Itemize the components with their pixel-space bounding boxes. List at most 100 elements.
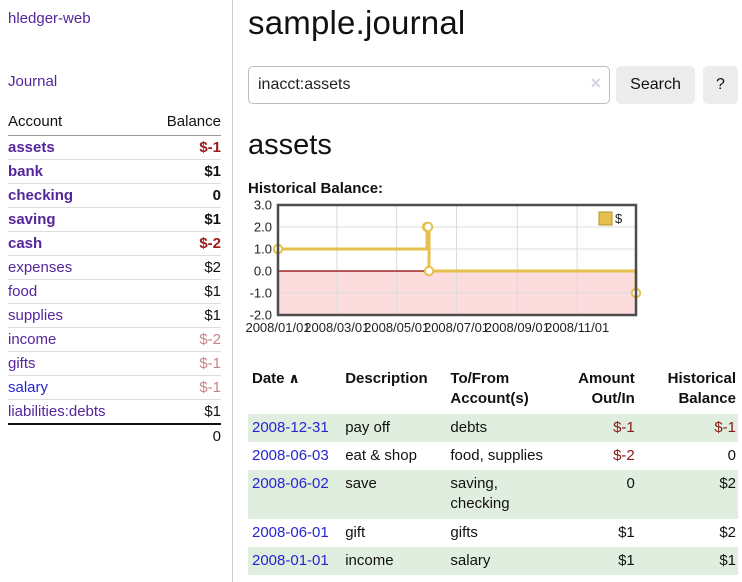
accounts-table-body: assets $-1 bank $1 checking 0 saving $1 cash $-2 e… (8, 135, 221, 425)
sidebar-account-row: assets $-1 (8, 135, 221, 160)
register-header-date[interactable]: Date ∧ (248, 367, 345, 414)
account-name-cell: bank (8, 159, 145, 184)
register-accounts-cell: saving, checking (450, 475, 510, 513)
svg-text:3.0: 3.0 (254, 200, 272, 213)
date-header-label: Date (252, 370, 285, 387)
account-balance: $1 (144, 303, 221, 328)
account-balance: $-1 (144, 135, 221, 160)
main-content: sample.journal × Search ? assets Histori… (233, 0, 742, 582)
transaction-date-link[interactable]: 2008-01-01 (252, 551, 329, 569)
register-description-cell: pay off (345, 418, 390, 436)
account-link[interactable]: expenses (8, 259, 73, 276)
account-link[interactable]: bank (8, 163, 44, 180)
app-brand-link[interactable]: hledger-web (8, 10, 91, 27)
page-title: sample.journal (248, 4, 466, 41)
account-link[interactable]: saving (8, 211, 56, 228)
chart-title: Historical Balance: (248, 180, 384, 197)
register-row: 2008-06-03 eat & shop food, supplies $-2 0 (248, 442, 738, 470)
sidebar-account-row: supplies $1 (8, 303, 221, 328)
account-link[interactable]: gifts (8, 355, 36, 372)
account-name-cell: income (8, 327, 145, 352)
account-link[interactable]: liabilities:debts (8, 403, 106, 420)
svg-text:2008/07/01: 2008/07/01 (424, 320, 489, 335)
register-amount-cell: $-1 (613, 418, 635, 436)
svg-text:2008/05/01: 2008/05/01 (364, 320, 429, 335)
account-name-cell: saving (8, 207, 145, 232)
account-link[interactable]: supplies (8, 307, 64, 324)
svg-text:-2.0: -2.0 (250, 308, 272, 323)
register-date-cell: 2008-01-01 (248, 547, 345, 575)
account-balance: $-2 (144, 327, 221, 352)
register-row: 2008-01-01 income salary $1 $1 (248, 546, 738, 575)
account-link[interactable]: assets (8, 139, 55, 156)
account-balance: $1 (144, 207, 221, 232)
svg-text:2008/09/01: 2008/09/01 (485, 320, 550, 335)
search-button[interactable]: Search (616, 66, 695, 104)
register-amount-cell: 0 (626, 475, 635, 492)
register-accounts-cell: debts (450, 418, 488, 436)
register-date-cell: 2008-12-31 (248, 414, 345, 442)
register-description-cell: gift (345, 523, 366, 541)
accounts-total-balance: 0 (144, 423, 221, 448)
account-name-cell: liabilities:debts (8, 399, 145, 425)
sidebar-account-row: cash $-2 (8, 231, 221, 256)
register-balance-cell: 0 (727, 446, 736, 464)
register-balance-cell: $-1 (714, 418, 736, 436)
account-balance: $1 (144, 159, 221, 184)
register-date-cell: 2008-06-02 (248, 470, 345, 519)
register-amount-cell: $1 (618, 551, 635, 569)
register-date-cell: 2008-06-01 (248, 519, 345, 547)
search-bar: × Search ? (248, 66, 738, 104)
accounts-header-balance: Balance (144, 111, 221, 136)
account-link[interactable]: income (8, 331, 57, 348)
account-balance: $2 (144, 255, 221, 280)
register-header-balance: Historical Balance (667, 370, 736, 408)
legend-label: $ (615, 211, 623, 226)
svg-text:2008/03/01: 2008/03/01 (304, 320, 369, 335)
transaction-date-link[interactable]: 2008-06-02 (252, 475, 329, 492)
sidebar-account-row: liabilities:debts $1 (8, 399, 221, 425)
sidebar-account-row: checking 0 (8, 183, 221, 208)
sidebar-account-row: food $1 (8, 279, 221, 304)
svg-text:0.0: 0.0 (254, 264, 272, 279)
transaction-date-link[interactable]: 2008-06-01 (252, 523, 329, 541)
account-link[interactable]: salary (8, 379, 49, 396)
svg-text:2.0: 2.0 (254, 220, 272, 235)
register-description-cell: save (345, 475, 377, 492)
account-name-cell: supplies (8, 303, 145, 328)
account-name-cell: gifts (8, 351, 145, 376)
account-link[interactable]: food (8, 283, 38, 300)
help-button[interactable]: ? (703, 66, 738, 104)
register-row: 2008-06-01 gift gifts $1 $2 (248, 519, 738, 547)
register-table: Date ∧ Description To/From Account(s) Amo… (248, 367, 738, 575)
account-link[interactable]: checking (8, 187, 74, 204)
sidebar: hledger-web Journal Account Balance asse… (0, 0, 233, 582)
balance-chart-svg: $3.0 2.0 1.0 0.0 -1.0 -2.02008/01/012008/03/0… (245, 198, 642, 335)
clear-search-icon[interactable]: × (590, 73, 601, 93)
register-accounts-cell: salary (450, 551, 491, 569)
register-row: 2008-12-31 pay off debts $-1 $-1 (248, 413, 738, 442)
register-header-accounts: To/From Account(s) (450, 370, 529, 408)
svg-text:2008/01/01: 2008/01/01 (246, 320, 311, 335)
sidebar-account-row: expenses $2 (8, 255, 221, 280)
account-link[interactable]: cash (8, 235, 43, 252)
accounts-total-spacer (8, 423, 145, 448)
register-accounts-cell: gifts (450, 523, 478, 541)
account-balance: $-1 (144, 375, 221, 400)
search-input[interactable] (248, 66, 610, 104)
register-amount-cell: $-2 (613, 446, 635, 464)
svg-text:1.0: 1.0 (254, 242, 272, 257)
svg-text:-1.0: -1.0 (250, 286, 272, 301)
account-name-cell: salary (8, 375, 145, 400)
transaction-date-link[interactable]: 2008-12-31 (252, 418, 329, 436)
account-name-cell: expenses (8, 255, 145, 280)
sidebar-account-row: income $-2 (8, 327, 221, 352)
sidebar-item-journal[interactable]: Journal (8, 73, 58, 90)
sidebar-nav: Journal (8, 73, 221, 90)
transaction-date-link[interactable]: 2008-06-03 (252, 446, 329, 464)
register-description-cell: eat & shop (345, 446, 417, 464)
account-balance: $-1 (144, 351, 221, 376)
register-header-amount: Amount Out/In (578, 370, 635, 408)
accounts-table-header: Account Balance (8, 111, 221, 136)
